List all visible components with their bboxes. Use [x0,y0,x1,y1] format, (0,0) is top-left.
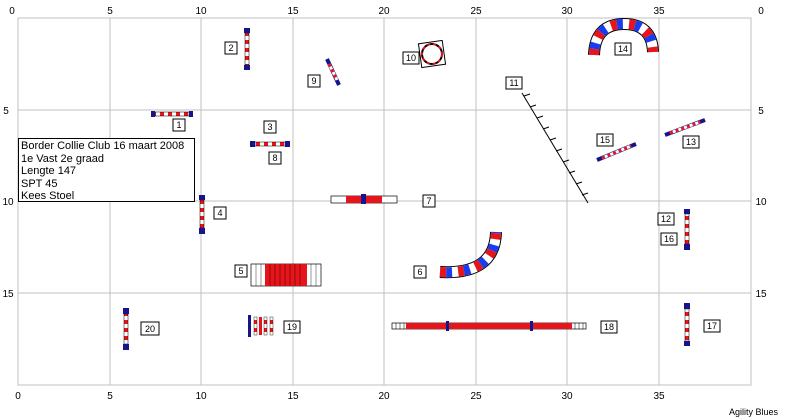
obstacle-9-jump[interactable] [325,58,341,86]
y-axis-left: 5 10 15 [2,106,14,300]
obstacle-14-curved-tunnel[interactable] [588,17,659,56]
y-tick-label: 10 [755,197,767,208]
x-tick-label: 10 [195,391,207,402]
y-tick-label: 15 [755,289,767,300]
label-20: 20 [140,321,160,336]
label-1: 1 [172,118,186,132]
label-19: 19 [283,320,301,334]
number-labels: 1 2 3 4 5 6 7 8 9 10 11 12 13 14 15 16 1… [140,41,721,336]
svg-text:11: 11 [509,78,518,88]
svg-text:8: 8 [272,153,277,163]
svg-text:14: 14 [618,44,628,54]
obstacle-4-jump[interactable] [199,195,205,234]
y-tick-label: 5 [3,106,9,117]
y-tick-label: 5 [758,106,764,117]
x-axis-top: 0 5 10 15 20 25 30 35 [9,6,665,17]
info-length: Lengte 147 [21,165,77,177]
label-11: 11 [505,76,523,90]
svg-text:1: 1 [176,120,181,130]
obstacle-15-jump[interactable] [596,142,637,162]
svg-text:17: 17 [707,321,717,331]
label-13: 13 [682,135,700,149]
y-tick-label: 0 [758,6,764,17]
label-12: 12 [657,212,675,226]
obstacle-5-tunnel[interactable] [250,263,322,287]
svg-text:10: 10 [406,53,416,63]
obstacle-11-weave-poles[interactable] [521,92,589,204]
label-17: 17 [703,319,721,333]
x-tick-label: 15 [287,6,299,17]
svg-text:20: 20 [145,324,155,334]
svg-text:12: 12 [661,214,671,224]
label-2: 2 [224,41,238,55]
info-judge: Kees Stoel [21,190,75,202]
obstacle-19-jump[interactable] [248,315,274,337]
obstacle-13-jump[interactable] [664,118,706,137]
obstacle-18-dog-walk[interactable] [391,321,587,331]
label-14: 14 [614,42,632,56]
x-tick-label: 30 [561,391,573,402]
info-spt: SPT 45 [21,177,58,190]
svg-text:9: 9 [311,76,316,86]
svg-text:7: 7 [426,196,431,206]
svg-text:6: 6 [417,267,422,277]
svg-text:18: 18 [604,322,614,332]
x-tick-label: 30 [561,6,573,17]
brand-label: Agility Blues [728,407,778,417]
info-club-date: Border Collie Club 16 maart 2008 [21,140,185,152]
obstacle-1-jump[interactable] [151,111,193,117]
obstacle-3-jump[interactable] [250,141,290,147]
label-7: 7 [422,194,436,208]
obstacle-12-jump[interactable] [684,209,690,250]
x-tick-label: 10 [195,6,207,17]
course-info-box: Border Collie Club 16 maart 2008 1e Vast… [18,138,195,202]
label-5: 5 [234,264,248,278]
label-10: 10 [402,51,420,65]
obstacle-6-curved-tunnel[interactable] [439,231,502,279]
x-tick-label: 20 [378,391,390,402]
svg-text:5: 5 [238,266,243,276]
x-tick-label: 25 [470,6,482,17]
obstacle-17-jump[interactable] [684,303,690,346]
svg-text:19: 19 [287,322,297,332]
obstacle-7-long-jump[interactable] [330,194,398,204]
y-tick-label: 15 [2,289,14,300]
info-class: 1e Vast 2e graad [21,152,104,165]
svg-text:2: 2 [228,43,233,53]
x-tick-label: 35 [653,391,665,402]
obstacle-2-jump[interactable] [244,28,250,70]
x-tick-label: 5 [107,391,113,402]
x-tick-label: 5 [107,6,113,17]
obstacle-10-tire[interactable] [417,39,447,69]
x-tick-label: 0 [15,391,21,402]
label-4: 4 [213,206,227,220]
label-15: 15 [596,133,614,147]
x-tick-label: 0 [9,6,15,17]
x-tick-label: 35 [653,6,665,17]
obstacle-20-jump[interactable] [123,308,129,350]
svg-text:15: 15 [600,135,610,145]
svg-text:3: 3 [267,122,272,132]
label-8: 8 [268,151,282,165]
label-18: 18 [600,320,618,334]
label-16: 16 [660,232,678,246]
x-tick-label: 25 [470,391,482,402]
x-tick-label: 15 [287,391,299,402]
svg-text:4: 4 [217,208,222,218]
label-9: 9 [307,74,321,88]
x-axis-bottom: 0 5 10 15 20 25 30 35 [15,391,665,402]
svg-text:13: 13 [686,137,696,147]
y-axis-right: 0 5 10 15 [755,6,767,300]
svg-text:16: 16 [664,234,674,244]
y-tick-label: 10 [2,197,14,208]
x-tick-label: 20 [378,6,390,17]
label-6: 6 [413,265,427,279]
label-3: 3 [263,120,277,134]
